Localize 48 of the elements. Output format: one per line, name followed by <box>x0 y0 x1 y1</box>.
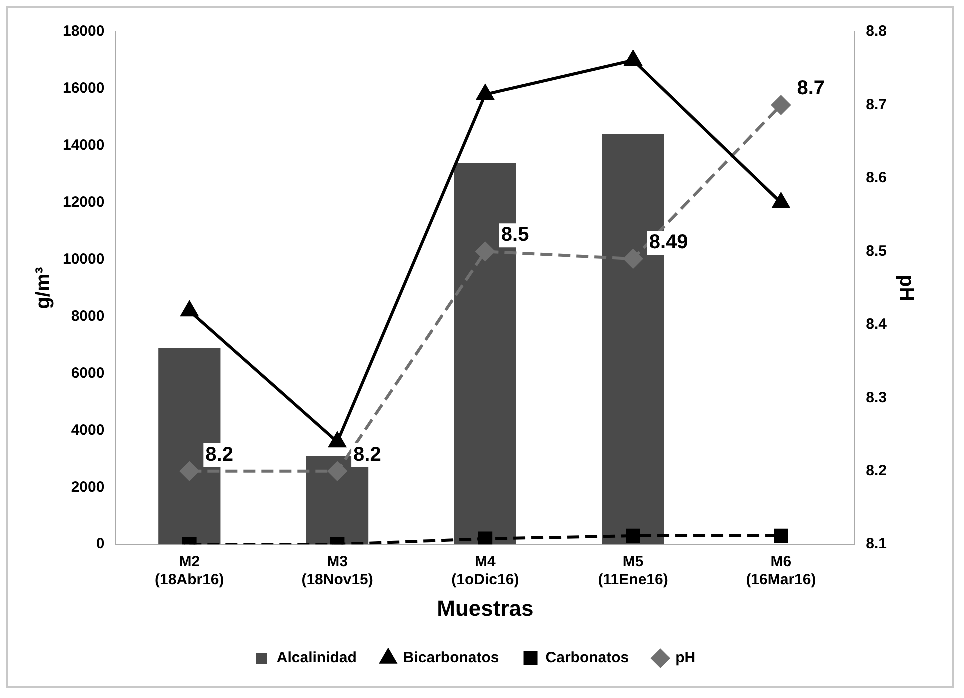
y2-axis-title: pH <box>895 274 918 302</box>
y2-tick-label: 8.7 <box>866 96 888 114</box>
point <box>624 250 643 269</box>
y-tick-label: 18000 <box>62 23 105 40</box>
point <box>772 193 790 208</box>
data-label: 8.2 <box>206 444 234 466</box>
y2-tick-label: 8.8 <box>866 23 888 40</box>
point <box>180 462 200 481</box>
x-axis-title: Muestras <box>437 596 534 621</box>
legend-label: pH <box>676 650 696 667</box>
y-axis-title: g/m³ <box>32 266 55 310</box>
y-tick-label: 10000 <box>62 250 105 268</box>
x-tick-label: M2 (18Abr16) <box>155 554 224 589</box>
point <box>328 462 348 481</box>
point <box>476 242 495 262</box>
y-tick-label: 8000 <box>71 308 105 325</box>
x-tick-label: M4 (1oDic16) <box>452 554 520 589</box>
x-tick-label: M3 (18Nov15) <box>302 554 374 589</box>
y-tick-label: 16000 <box>62 80 105 98</box>
y2-tick-label: 8.3 <box>866 389 888 406</box>
data-label: 8.5 <box>501 224 530 246</box>
legend-label: Alcalinidad <box>276 650 357 667</box>
y-tick-label: 0 <box>96 536 105 553</box>
y-tick-label: 2000 <box>71 478 105 496</box>
y-tick-label: 14000 <box>62 137 105 154</box>
y-tick-label: 12000 <box>62 194 105 212</box>
y2-tick-label: 8.6 <box>866 170 888 187</box>
point <box>329 432 346 448</box>
data-label: 8.7 <box>797 78 826 100</box>
y2-tick-label: 8.1 <box>866 536 888 553</box>
data-label: 8.2 <box>354 444 382 466</box>
point <box>774 528 788 544</box>
x-tick-label: M6 (16Mar16) <box>746 554 816 589</box>
legend-label: Carbonatos <box>546 650 630 667</box>
y2-tick-label: 8.4 <box>866 316 888 334</box>
point <box>478 532 493 545</box>
legend-label: Bicarbonatos <box>403 650 500 667</box>
x-tick-label: M5 (11Ene16) <box>598 554 668 589</box>
point <box>624 50 642 66</box>
y2-tick-label: 8.2 <box>866 462 888 480</box>
point <box>477 85 494 100</box>
y-tick-label: 6000 <box>71 364 105 382</box>
point <box>181 302 198 317</box>
point <box>772 96 791 115</box>
data-label: 8.49 <box>649 232 688 254</box>
y2-tick-label: 8.5 <box>866 242 888 260</box>
point <box>626 528 640 544</box>
y-tick-label: 4000 <box>71 422 105 439</box>
